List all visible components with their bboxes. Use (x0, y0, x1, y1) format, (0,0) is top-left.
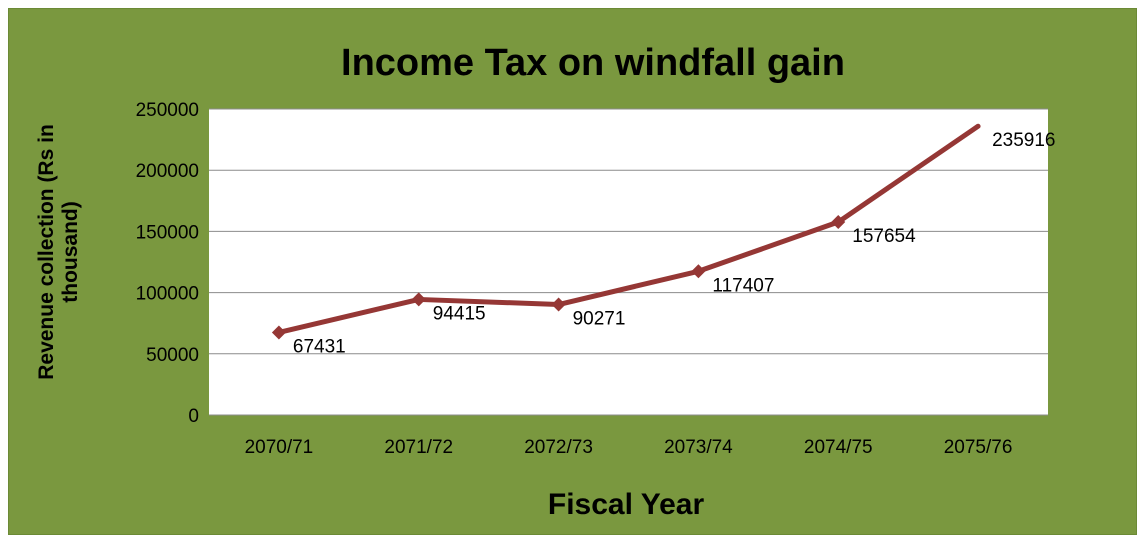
gridlines (209, 108, 1048, 416)
x-tick-label: 2071/72 (384, 437, 453, 458)
y-tick-label: 50000 (146, 345, 199, 366)
data-label: 117407 (712, 275, 774, 296)
x-axis-tick-labels: 2070/71 2071/72 2072/73 2073/74 2074/75 2075/… (245, 437, 1013, 458)
data-point-marker (551, 297, 566, 312)
series-line (276, 123, 981, 335)
data-point-marker (831, 215, 846, 230)
data-label: 90271 (573, 309, 626, 330)
data-label: 94415 (433, 303, 486, 324)
data-point-marker (691, 264, 706, 279)
y-axis-title-line-1: Revenue collection (Rs in (35, 124, 58, 380)
x-axis-title: Fiscal Year (548, 488, 705, 521)
y-axis-tick-labels: 0 50000 100000 150000 200000 250000 (136, 100, 199, 427)
y-tick-label: 0 (188, 406, 199, 427)
data-label: 235916 (992, 130, 1055, 151)
data-labels: 67431 94415 90271 117407 157654 235916 (293, 130, 1056, 357)
y-tick-label: 200000 (136, 161, 199, 182)
data-point-marker (271, 325, 286, 340)
y-axis-title: Revenue collection (Rs in thousand) (35, 124, 82, 380)
chart-frame: Income Tax on windfall gain 0 50000 100000… (8, 8, 1137, 535)
chart-svg: Income Tax on windfall gain 0 50000 100000… (9, 9, 1136, 534)
y-axis-title-line-2: thousand) (59, 201, 82, 302)
y-tick-label: 250000 (136, 100, 199, 121)
x-tick-label: 2073/74 (664, 437, 733, 458)
chart-title: Income Tax on windfall gain (341, 42, 845, 84)
data-label: 157654 (852, 226, 916, 247)
x-tick-label: 2074/75 (804, 437, 873, 458)
data-label: 67431 (293, 336, 346, 357)
x-tick-label: 2070/71 (245, 437, 314, 458)
data-point-marker (411, 292, 426, 307)
y-tick-label: 100000 (136, 284, 199, 305)
plot-area (209, 109, 1048, 415)
x-tick-label: 2072/73 (524, 437, 593, 458)
y-tick-label: 150000 (136, 222, 199, 243)
series-line-group (271, 123, 981, 340)
x-tick-label: 2075/76 (944, 437, 1013, 458)
